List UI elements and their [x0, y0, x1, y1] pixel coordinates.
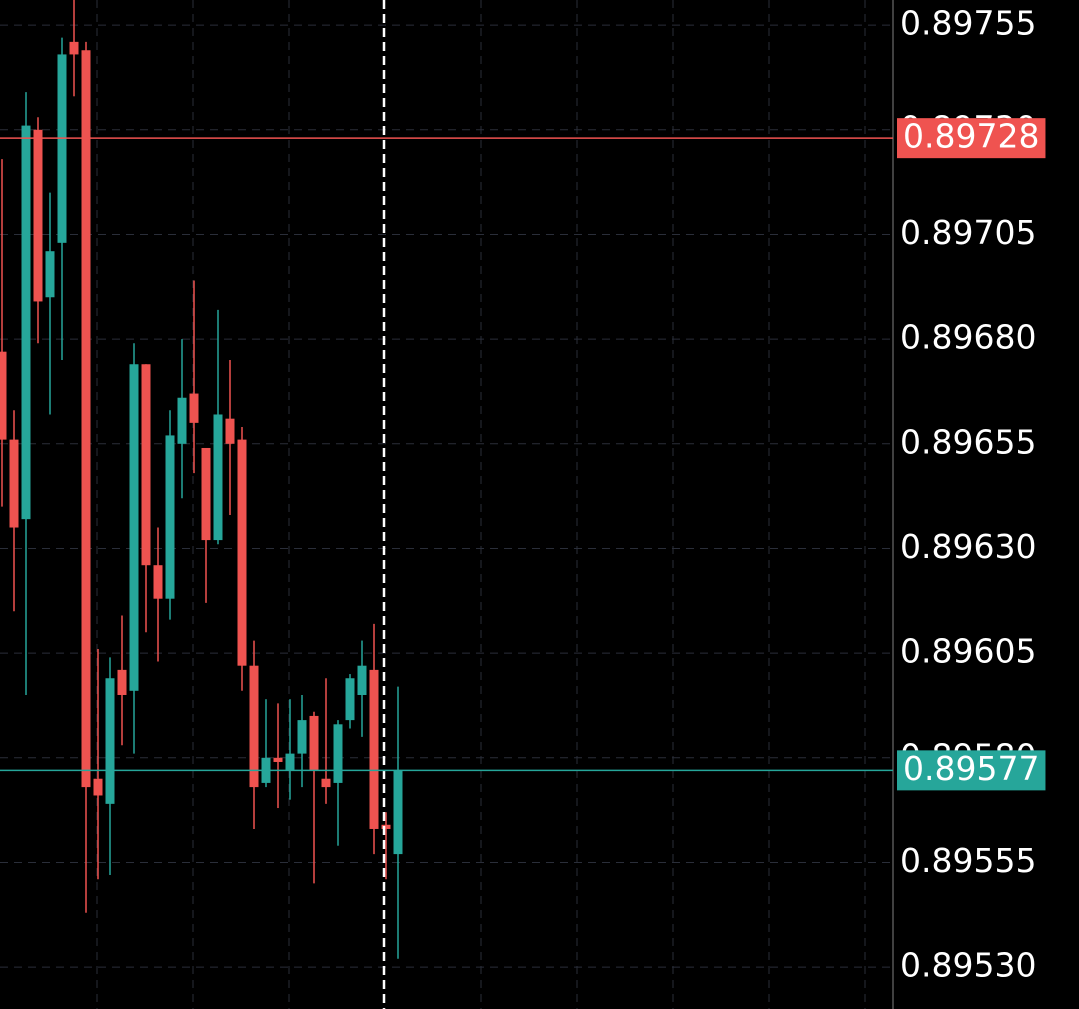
y-tick-label: 0.89655 [900, 422, 1036, 461]
candle-body [81, 50, 91, 788]
candle-body [393, 770, 403, 855]
candle-body [213, 414, 223, 541]
candle-body [309, 715, 319, 771]
y-tick-label: 0.89605 [900, 632, 1036, 671]
candle-body [45, 251, 55, 298]
candle-body [165, 435, 175, 599]
price-label: 0.89577 [903, 749, 1039, 788]
candle-body [9, 439, 19, 528]
vertical-grid [96, 0, 866, 1009]
y-tick-label: 0.89705 [900, 213, 1036, 252]
candle-body [249, 665, 259, 788]
candle-body [21, 125, 31, 520]
y-tick-label: 0.89555 [900, 841, 1036, 880]
candle-body [57, 54, 67, 243]
candle-body [177, 397, 187, 444]
candle-body [0, 351, 7, 440]
candle-body [333, 724, 343, 783]
candle-body [357, 665, 367, 695]
candle-body [273, 757, 283, 762]
candle-body [141, 364, 151, 566]
candle-body [345, 678, 355, 721]
candle-body [33, 129, 43, 302]
candle-body [297, 720, 307, 754]
candle-body [153, 565, 163, 599]
price-label: 0.89728 [903, 117, 1039, 156]
candle-body [129, 364, 139, 691]
candle-body [225, 418, 235, 444]
price-label-box [897, 118, 1046, 159]
candle-body [369, 669, 379, 829]
candle-body [93, 778, 103, 796]
y-tick-label: 0.89680 [900, 318, 1036, 357]
y-tick-label: 0.89755 [900, 4, 1036, 43]
price-label-box [897, 750, 1046, 791]
candle-body [321, 778, 331, 788]
candle-body [381, 824, 391, 829]
candle-body [201, 447, 211, 541]
candle-body [189, 393, 199, 423]
candle-body [285, 753, 295, 771]
y-tick-label: 0.89530 [900, 946, 1036, 985]
candle-body [237, 439, 247, 666]
candle-body [105, 678, 115, 804]
y-tick-label: 0.89630 [900, 527, 1036, 566]
candle-body [117, 669, 127, 695]
candle-body [69, 41, 79, 55]
